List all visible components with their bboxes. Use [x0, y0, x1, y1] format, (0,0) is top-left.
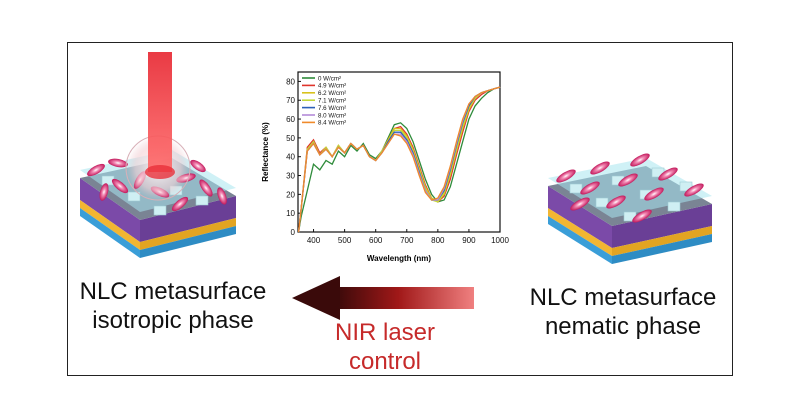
reflectance-chart: 0 10 20 30 40 50 60 70 80 400 500 600 700 800 900 1000…: [261, 71, 509, 263]
right-label-line2: nematic phase: [544, 313, 702, 340]
legend-label: 8.0 W/cm²: [318, 112, 346, 119]
left-label-line2: isotropic phase: [92, 307, 254, 334]
y-tick-label: 0: [291, 228, 296, 237]
right-metasurface: [548, 153, 712, 264]
y-tick-label: 40: [286, 153, 295, 162]
left-label-line1: NLC metasurface: [79, 278, 267, 305]
y-tick-label: 20: [286, 190, 295, 199]
nematic-phase-label: NLC metasurface nematic phase: [518, 283, 728, 341]
right-label-line1: NLC metasurface: [529, 284, 717, 311]
legend-label: 6.2 W/cm²: [318, 90, 346, 97]
legend-label: 7.6 W/cm²: [318, 105, 346, 112]
y-tick-label: 30: [286, 172, 295, 181]
x-tick-label: 900: [462, 236, 476, 245]
y-tick-label: 70: [286, 96, 295, 105]
chart-ylabel: Reflectance (%): [261, 122, 270, 182]
left-metasurface: [80, 52, 236, 258]
y-tick-label: 50: [286, 134, 295, 143]
y-tick-label: 10: [286, 209, 295, 218]
x-tick-label: 700: [400, 236, 414, 245]
arrow-label-line2: control: [348, 348, 422, 375]
y-tick-label: 60: [286, 115, 295, 124]
y-tick-label: 80: [286, 77, 295, 86]
series-line-6: [297, 86, 501, 233]
chart-xlabel: Wavelength (nm): [367, 254, 431, 263]
chart-plot-area: [297, 71, 501, 233]
phase-transition-arrow: [292, 276, 474, 320]
legend-label: 4.9 W/cm²: [318, 83, 346, 90]
legend-label: 0 W/cm²: [318, 75, 341, 82]
laser-beam: [148, 52, 172, 172]
nir-laser-control-label: NIR laser control: [300, 318, 470, 376]
isotropic-phase-label: NLC metasurface isotropic phase: [68, 277, 278, 335]
series-line-0: [297, 86, 501, 233]
legend-label: 7.1 W/cm²: [318, 98, 346, 105]
x-tick-label: 800: [431, 236, 445, 245]
legend-label: 8.4 W/cm²: [318, 120, 346, 127]
arrow-label-line1: NIR laser: [334, 319, 436, 346]
x-tick-label: 600: [369, 236, 383, 245]
x-tick-label: 1000: [491, 236, 509, 245]
x-tick-label: 500: [338, 236, 352, 245]
x-tick-label: 400: [307, 236, 321, 245]
